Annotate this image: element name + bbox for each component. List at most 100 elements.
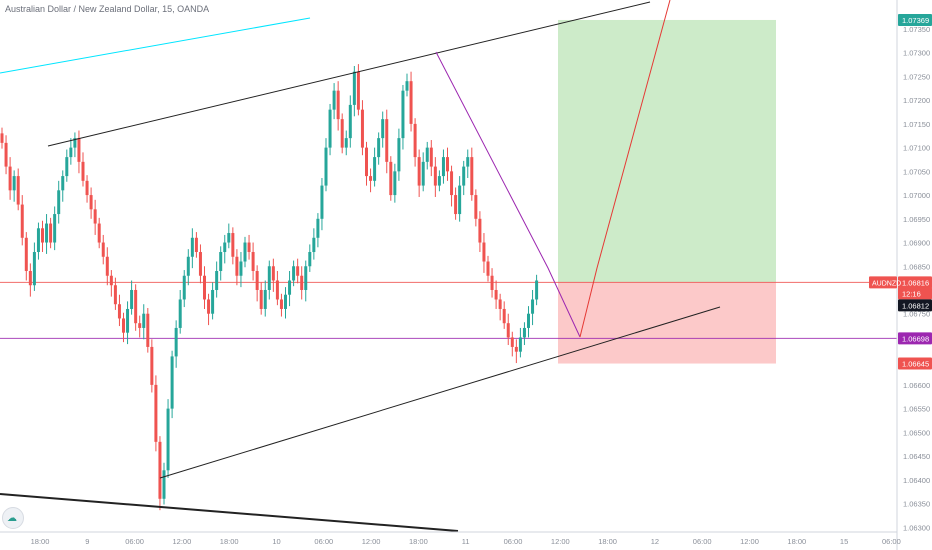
candle-body [170,356,174,409]
candle-body [73,138,77,148]
candle-body [101,242,105,257]
candle-body [154,384,158,442]
price-label-text: 1.07369 [902,16,929,25]
price-tick-label: 1.06900 [903,239,930,248]
price-label-text: 1.06812 [902,301,929,310]
price-tick-label: 1.06500 [903,428,930,437]
candle-body [441,157,445,177]
candle-body [304,266,308,290]
candle-body [85,180,89,196]
candle-body [198,252,202,276]
candle-body [474,195,478,219]
candle-body [490,275,494,290]
price-tick-label: 1.07150 [903,120,930,129]
candle-body [377,138,381,158]
candle-body [93,209,97,224]
candle-body [437,176,441,186]
candle-body [284,294,287,309]
candle-body [267,266,271,290]
candle-body [41,228,44,243]
candle-body [150,346,154,385]
candle-body [20,204,24,238]
price-tick-label: 1.07050 [903,167,930,176]
candle-body [324,147,328,186]
candle-body [336,90,340,120]
candle-body [4,142,8,167]
candle-body [231,233,235,257]
candle-body [122,318,125,333]
candle-body [186,256,190,276]
candle-body [433,166,437,186]
candle-body [61,176,65,191]
time-tick-label: 12 [651,537,659,546]
price-tick-label: 1.06750 [903,310,930,319]
candle-body [263,289,267,309]
candle-body [271,266,275,281]
candle-body [158,441,162,499]
candle-body [409,81,413,124]
price-label-tag [898,13,932,26]
price-label-tag [898,287,932,300]
candle-body [450,171,454,196]
candle-body [360,109,364,148]
time-tick-label: 06:00 [882,537,901,546]
candle-body [190,237,194,257]
time-tick-label: 18:00 [220,537,239,546]
candle-body [518,337,522,352]
price-tick-label: 1.07250 [903,72,930,81]
candle-body [348,104,352,139]
candle-body [478,218,482,243]
candle-body [239,261,243,276]
candle-body [215,271,219,290]
candle-body [393,171,397,196]
candle-body [89,195,93,210]
candle-body [77,138,81,162]
candle-body [308,252,312,267]
candle-body [470,157,474,196]
candle-body [522,327,526,338]
candle-body [466,157,470,167]
candle-body [162,470,166,499]
candle-body [255,271,259,290]
price-label-text: 1.06816 [902,278,929,287]
candle-body [421,161,425,186]
candle-body [373,157,377,181]
candle-body [227,233,231,243]
candle-body [211,289,215,314]
price-tick-label: 1.07100 [903,144,930,153]
candle-body [417,157,421,186]
candle-body [535,280,539,300]
candle-body [166,408,170,471]
time-tick-label: 18:00 [31,537,50,546]
price-tick-label: 1.06400 [903,476,930,485]
purple-projection-line [435,51,581,338]
candle-body [279,299,283,309]
candle-body [146,313,150,347]
candle-body [332,90,336,110]
candle-body [0,133,4,143]
candle-body [458,185,462,215]
candle-body [235,256,239,276]
time-tick-label: 18:00 [409,537,428,546]
tradingview-logo-icon[interactable]: ☁ [2,507,24,529]
price-label-tag [898,276,932,289]
candle-body [251,252,255,271]
candle-body [446,157,449,172]
candle-body [405,81,409,91]
candle-body [109,275,113,286]
price-label-text: 12:16 [902,289,921,298]
candle-body [316,218,320,238]
candle-body [49,223,53,243]
candle-body [69,147,73,158]
lower-channel-line [159,306,721,479]
candle-body [243,242,247,262]
candle-body [113,285,117,305]
candle-body [57,190,61,215]
candle-body [510,337,514,347]
time-tick-label: 18:00 [787,537,806,546]
lower-trend-line [0,493,459,532]
time-tick-label: 06:00 [314,537,333,546]
candle-body [454,195,458,215]
candle-body [275,280,279,300]
